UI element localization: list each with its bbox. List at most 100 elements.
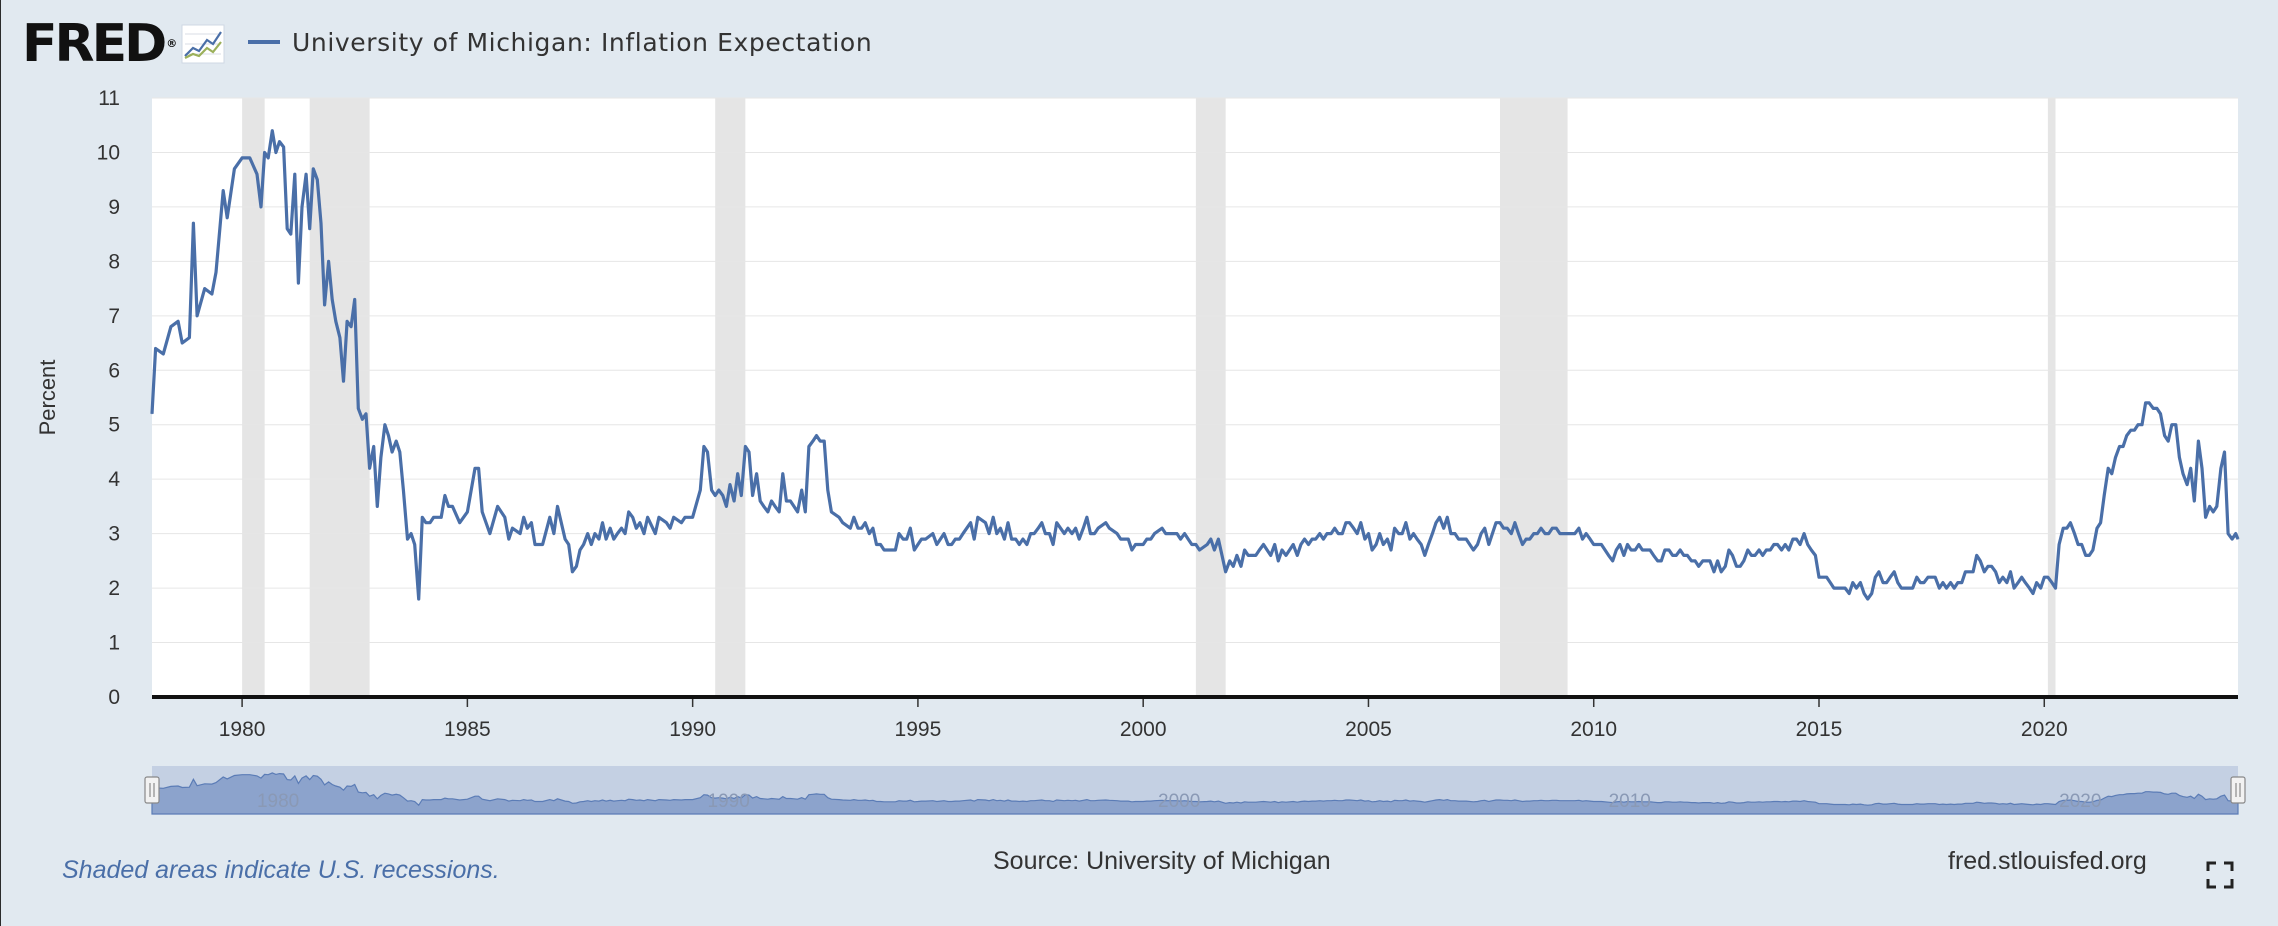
data-point [1634, 549, 1636, 551]
data-point [2055, 587, 2056, 589]
data-point [830, 511, 832, 513]
data-point [361, 418, 363, 420]
data-point [2032, 593, 2034, 594]
data-point [402, 489, 404, 491]
data-point [1368, 533, 1369, 535]
data-point [177, 320, 179, 322]
data-point [864, 522, 866, 524]
data-point [1322, 538, 1324, 540]
data-point [894, 549, 896, 551]
data-point [1075, 527, 1077, 529]
data-point [2051, 582, 2053, 584]
data-point [1848, 593, 1850, 594]
y-tick-label: 3 [108, 523, 120, 546]
data-point [1499, 522, 1501, 524]
logo-registered-mark: ® [166, 37, 178, 50]
data-point [204, 288, 206, 290]
data-point [1315, 538, 1317, 540]
data-point [1217, 538, 1219, 540]
data-point [181, 342, 183, 344]
data-point [2178, 456, 2180, 458]
data-point [1285, 554, 1287, 556]
data-point [2021, 576, 2023, 578]
data-point [1431, 533, 1433, 535]
data-point [1859, 582, 1861, 584]
data-point [951, 544, 953, 545]
data-point [1484, 527, 1486, 529]
data-point [1871, 593, 1873, 594]
data-point [357, 407, 359, 409]
data-point [1837, 587, 1839, 589]
data-point [1364, 538, 1366, 540]
fred-logo[interactable]: FRED ® [22, 14, 177, 74]
data-point [913, 549, 915, 551]
data-point [1525, 538, 1527, 540]
data-point [1311, 538, 1313, 540]
data-point [1518, 533, 1519, 535]
data-point [1251, 554, 1253, 556]
data-point [1886, 582, 1888, 584]
data-point [602, 522, 603, 524]
data-point [1044, 533, 1046, 535]
data-point [906, 538, 908, 540]
series-line [150, 129, 2240, 601]
y-tick-label: 10 [97, 141, 120, 164]
data-point [1810, 549, 1812, 551]
data-point [2193, 500, 2195, 502]
data-point [722, 495, 724, 496]
data-point [1514, 522, 1516, 524]
data-point [433, 516, 435, 518]
data-point [1855, 587, 1857, 589]
data-point [1071, 533, 1073, 535]
data-point [785, 500, 787, 502]
data-point [756, 473, 758, 475]
data-point [759, 500, 761, 502]
data-point [1957, 582, 1959, 584]
y-axis-title: Percent [35, 360, 60, 436]
y-tick-label: 0 [108, 686, 120, 709]
data-point [1964, 571, 1966, 573]
data-point [1548, 533, 1550, 535]
data-point [1983, 571, 1985, 573]
recession-band [242, 98, 265, 697]
data-point [1255, 554, 1257, 556]
data-point [943, 533, 945, 535]
navigator-handle[interactable] [144, 776, 160, 804]
data-point [1244, 549, 1246, 551]
data-point [782, 473, 784, 475]
data-point [1154, 533, 1155, 535]
fullscreen-icon[interactable] [2205, 860, 2235, 890]
data-point [1353, 527, 1355, 529]
data-point [925, 538, 927, 540]
data-point [324, 304, 326, 306]
data-point [384, 424, 386, 426]
data-point [444, 495, 446, 496]
data-point [1450, 533, 1452, 535]
data-point [373, 446, 375, 447]
data-point [320, 222, 322, 224]
data-point [819, 440, 821, 442]
data-point [639, 522, 641, 524]
data-point [669, 527, 671, 529]
data-point [909, 527, 911, 529]
data-point [2036, 582, 2038, 584]
legend-series-title[interactable]: University of Michigan: Inflation Expect… [292, 27, 873, 57]
data-point [1724, 565, 1726, 567]
data-point [2152, 407, 2154, 409]
data-point [1912, 587, 1914, 589]
data-point [1672, 554, 1674, 556]
data-point [1465, 538, 1467, 540]
data-point [1927, 576, 1929, 578]
data-point [654, 533, 656, 535]
data-point [391, 451, 393, 453]
data-point [1720, 571, 1722, 573]
site-url[interactable]: fred.stlouisfed.org [1948, 847, 2147, 875]
y-tick-label: 2 [108, 577, 120, 600]
data-point [1176, 533, 1178, 535]
data-point [876, 544, 877, 545]
navigator-handle[interactable] [2230, 776, 2246, 804]
data-point [902, 538, 904, 540]
data-point [733, 500, 735, 502]
data-point [1739, 565, 1741, 567]
data-point [571, 571, 573, 573]
